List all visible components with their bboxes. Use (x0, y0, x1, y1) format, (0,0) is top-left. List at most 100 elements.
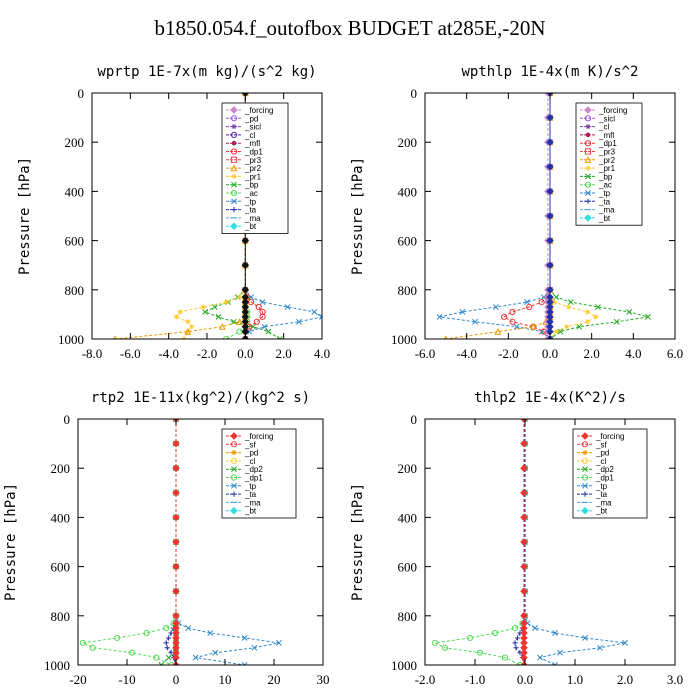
legend-entry: _dp1 (598, 139, 617, 148)
x-tick-label: 0.0 (237, 346, 253, 361)
plot-frame (77, 418, 324, 666)
series-point (223, 299, 229, 305)
x-tick-label: -8.0 (82, 346, 103, 361)
legend-entry: _sicl (244, 123, 261, 132)
legend-marker (230, 156, 238, 163)
series-point (311, 308, 318, 315)
x-tick-label: -6.0 (120, 346, 141, 361)
legend-entry: _ta (595, 490, 608, 499)
series-point (567, 299, 574, 306)
legend-marker (581, 457, 589, 464)
legend: _forcing_sicl_cl_mfl_dp1_pr3_pr2_pr1_bp_… (575, 102, 643, 226)
y-tick-label: 400 (65, 184, 85, 199)
series-point (520, 489, 528, 497)
legend-marker (230, 441, 238, 448)
x-tick-label: 2.0 (584, 346, 600, 361)
series-point (275, 639, 282, 646)
series-point (546, 236, 554, 245)
x-tick-label: -2.0 (415, 672, 436, 687)
x-tick-label: 0.0 (542, 346, 558, 361)
legend-entry: _dp2 (244, 465, 263, 474)
legend-marker (581, 474, 589, 481)
series-point (524, 299, 531, 306)
series-point (89, 644, 96, 651)
series-point (553, 294, 560, 301)
series-point (546, 163, 554, 171)
y-tick-label: 1000 (391, 332, 417, 347)
series-point (466, 634, 474, 642)
panel-title: thlp2 1E-4x(K^2)/s (474, 390, 626, 406)
series-point (265, 328, 272, 335)
legend-marker (231, 198, 237, 205)
x-tick-label: 3.0 (667, 672, 683, 687)
series-point (215, 313, 222, 320)
series-line-tp (439, 93, 551, 339)
series-point (501, 654, 509, 661)
series-point (185, 319, 191, 325)
y-tick-label: 800 (398, 609, 418, 624)
legend-marker (582, 482, 588, 489)
legend-entry: _forcing (595, 432, 624, 441)
series-point (529, 322, 537, 330)
series-point (153, 654, 160, 661)
y-axis-label: Pressure [hPa] (350, 157, 366, 275)
legend-entry: _ta (598, 197, 611, 206)
series-point (128, 649, 135, 656)
legend-marker (584, 115, 592, 122)
series-point (526, 303, 533, 311)
series-point (172, 562, 180, 571)
legend-entry: _tp (244, 482, 257, 491)
series-point (218, 322, 226, 330)
x-tick-label: 2.0 (276, 346, 292, 361)
x-tick-label: 0.0 (517, 672, 533, 687)
legend-entry: _bp (244, 181, 259, 190)
legend-entry: _sf (244, 440, 256, 449)
series-point (185, 625, 192, 632)
y-axis-label: Pressure [hPa] (350, 483, 366, 601)
legend-entry: _cl (595, 457, 606, 466)
legend-entry: _bt (244, 222, 257, 231)
series-point (520, 587, 528, 595)
legend-marker (231, 181, 237, 188)
x-tick-label: -10 (118, 672, 135, 687)
legend-marker (584, 214, 592, 222)
x-tick-label: -4.0 (456, 346, 477, 361)
series-point (520, 538, 528, 546)
series-point (520, 661, 528, 665)
series-point (211, 304, 218, 310)
x-tick-label: 4.0 (625, 346, 641, 361)
legend-marker (581, 506, 589, 515)
legend-marker (581, 441, 589, 448)
series-point (212, 649, 219, 656)
series-point (184, 327, 192, 335)
series-point (557, 328, 564, 335)
x-tick-label: 30 (317, 672, 330, 687)
series-point (584, 309, 591, 315)
series-point (200, 304, 206, 310)
legend-entry: _mfl (244, 139, 260, 148)
legend-entry: _ac (598, 181, 612, 190)
series-point (192, 654, 199, 661)
series-point (236, 328, 243, 335)
series-point (512, 640, 518, 646)
legend-marker (230, 115, 238, 122)
series-point (514, 635, 521, 641)
legend-marker (585, 132, 591, 138)
legend-entry: _bt (244, 507, 257, 516)
legend-marker (584, 148, 592, 155)
series-point (259, 299, 266, 306)
legend-entry: _bp (598, 172, 613, 181)
plot-area (436, 93, 651, 339)
legend-marker (230, 131, 238, 138)
legend-marker (231, 124, 237, 130)
series-point (582, 634, 588, 641)
legend-marker (230, 164, 238, 172)
series-point (172, 489, 180, 497)
x-tick-label: -20 (69, 672, 86, 687)
series-point (494, 327, 502, 335)
panel-4: thlp2 1E-4x(K^2)/s Pressure [hPa] 0 200 400 6… (350, 390, 683, 687)
series-point (553, 329, 559, 335)
series-point (236, 294, 243, 300)
y-tick-label: 200 (65, 135, 85, 150)
